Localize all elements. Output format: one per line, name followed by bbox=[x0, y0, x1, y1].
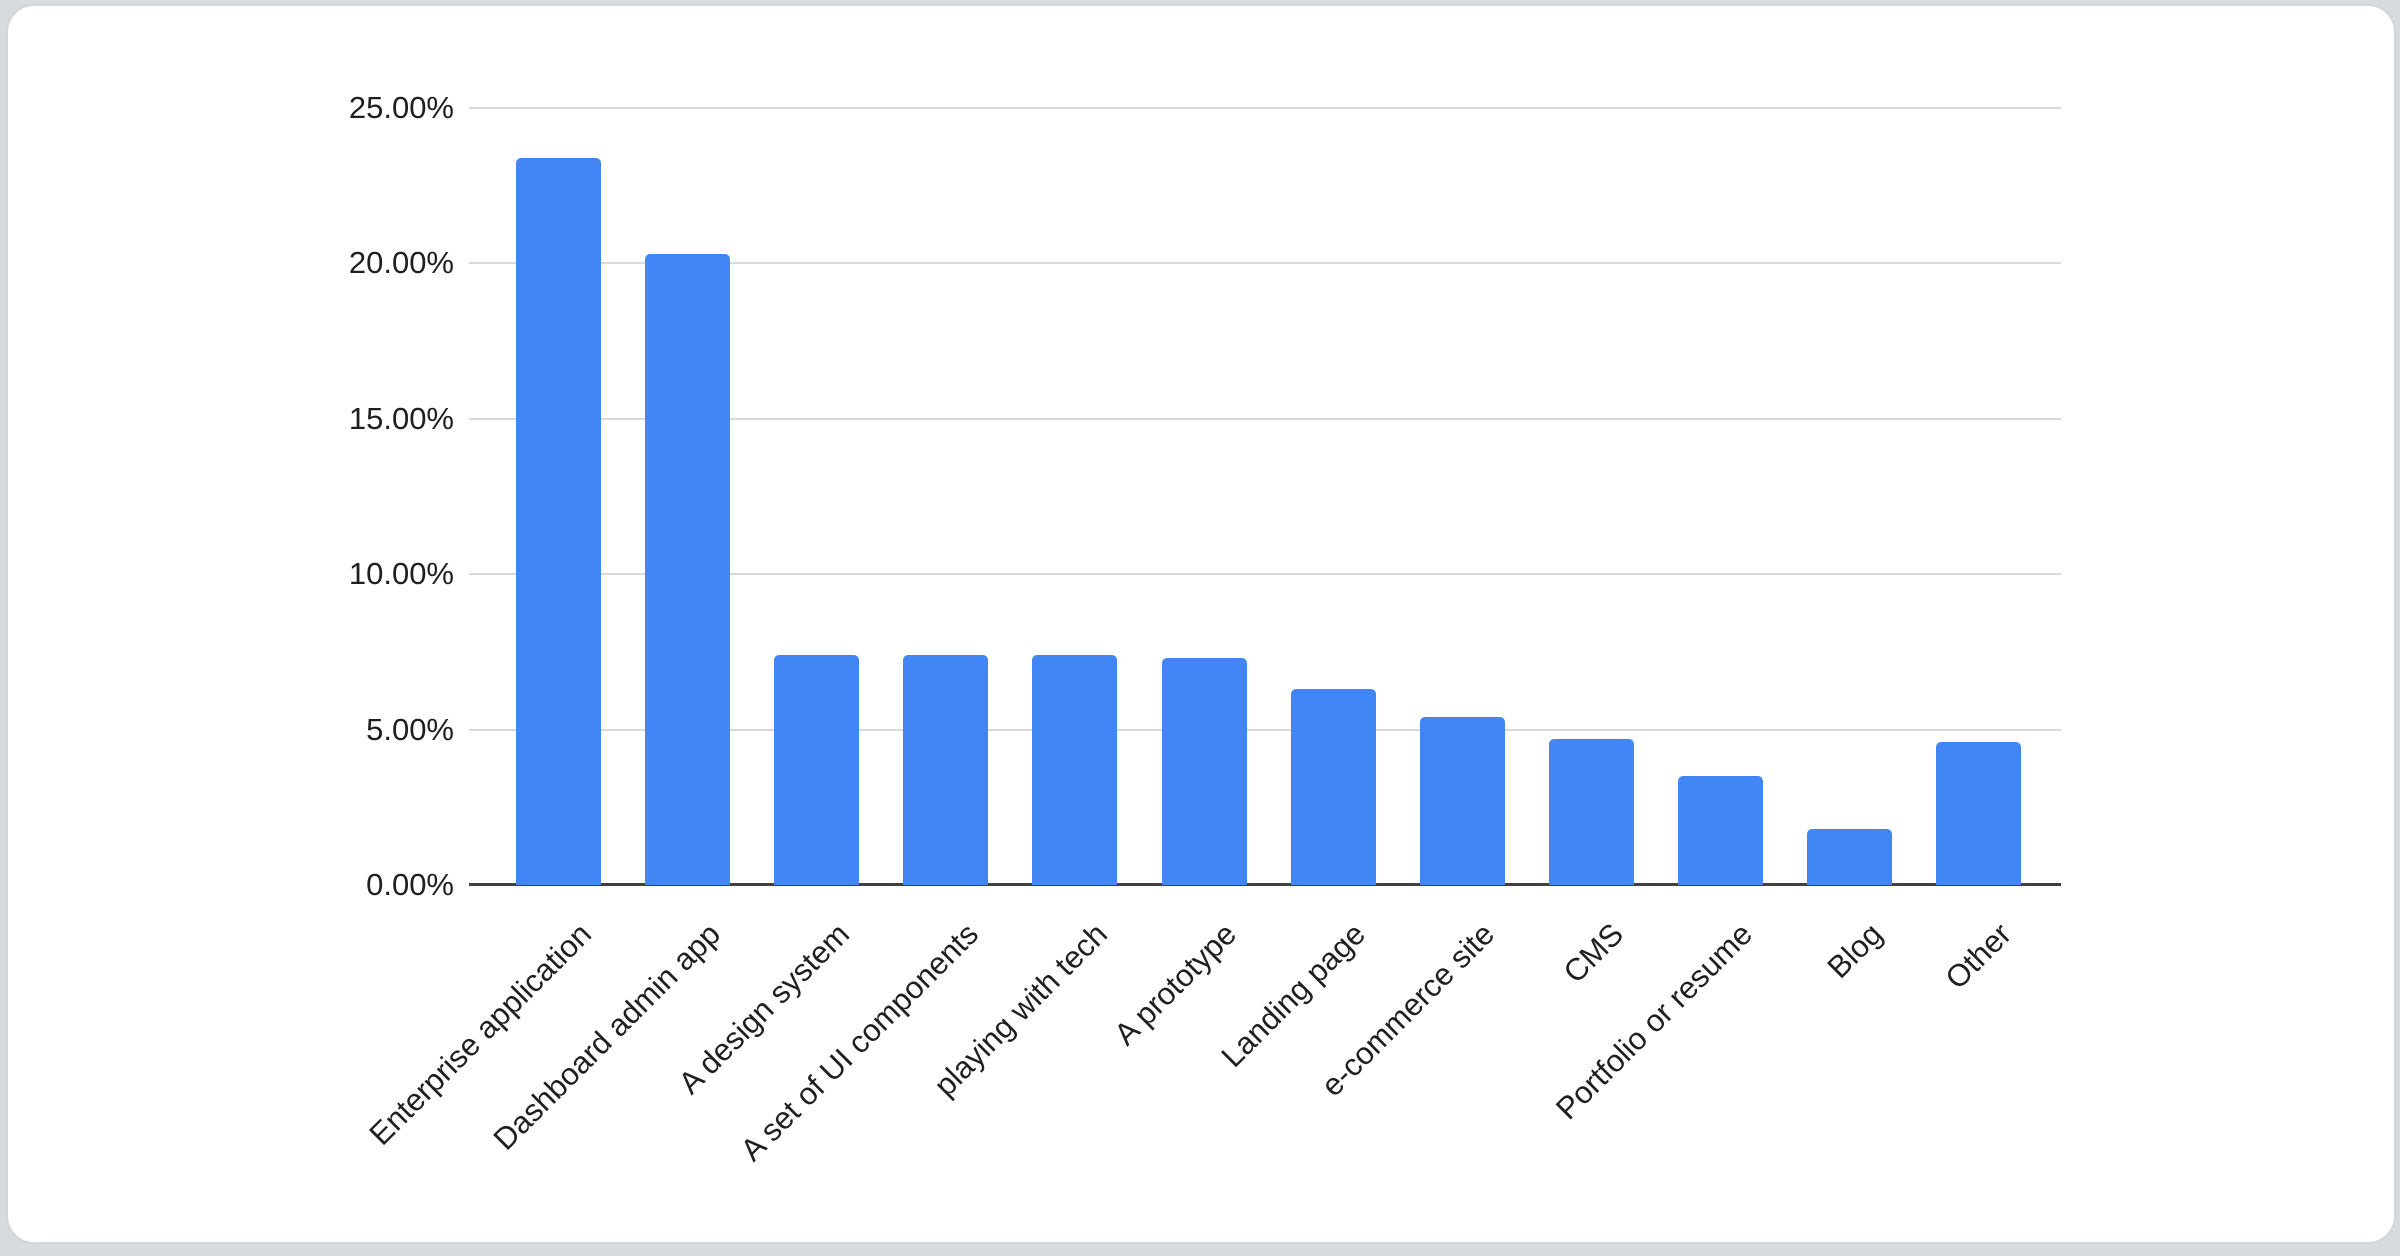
bar[interactable] bbox=[1936, 742, 2022, 885]
bar[interactable] bbox=[1807, 829, 1892, 885]
chart-card: 0.00% 5.00% 10.00% 15.00% 20.00% 25.00% Enterp… bbox=[6, 4, 2396, 1244]
y-axis-tick-label: 0.00% bbox=[366, 867, 454, 902]
bar-chart: 0.00% 5.00% 10.00% 15.00% 20.00% 25.00% Enterp… bbox=[8, 6, 2394, 1242]
bar[interactable] bbox=[1548, 738, 1634, 885]
bar[interactable] bbox=[1161, 658, 1247, 885]
y-axis-tick-label: 25.00% bbox=[348, 90, 454, 125]
bar[interactable] bbox=[1290, 689, 1376, 885]
y-axis-tick-label: 5.00% bbox=[366, 711, 454, 747]
bar[interactable] bbox=[1032, 655, 1118, 885]
y-axis-tick-label: 20.00% bbox=[348, 245, 454, 281]
bar[interactable] bbox=[1677, 776, 1763, 885]
gridline bbox=[469, 728, 2061, 731]
gridline bbox=[469, 262, 2061, 265]
x-axis-line bbox=[469, 883, 2061, 886]
bar[interactable] bbox=[774, 655, 860, 885]
bar[interactable] bbox=[516, 157, 601, 885]
y-axis-tick-label: 15.00% bbox=[348, 400, 454, 436]
bar[interactable] bbox=[903, 655, 989, 885]
gridline bbox=[469, 573, 2061, 576]
bar[interactable] bbox=[1419, 717, 1505, 885]
gridline bbox=[469, 417, 2061, 420]
y-axis-tick-label: 10.00% bbox=[348, 556, 454, 592]
gridline bbox=[469, 107, 2061, 109]
bar[interactable] bbox=[645, 254, 731, 885]
